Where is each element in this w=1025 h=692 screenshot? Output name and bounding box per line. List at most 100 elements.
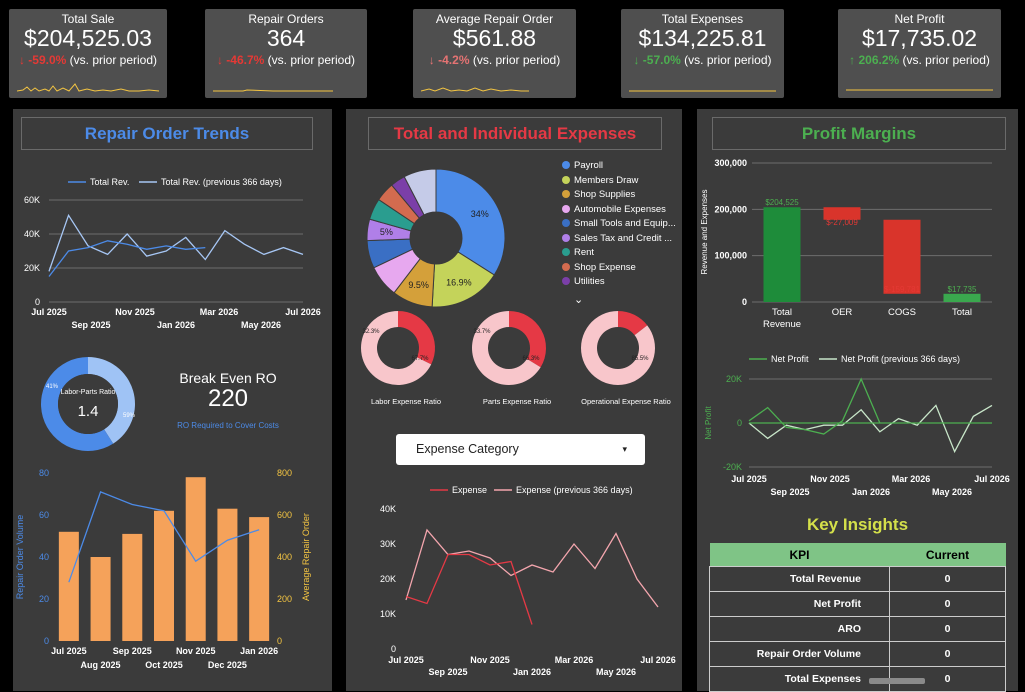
kpi-value: $561.88 bbox=[452, 25, 537, 51]
table-scrollbar[interactable] bbox=[869, 678, 925, 684]
table-header-row: KPI Current bbox=[709, 543, 1006, 567]
kpi-cell: ARO bbox=[709, 616, 890, 642]
slice-label: 59% bbox=[123, 413, 136, 419]
legend-previous-label: Total Rev. (previous 366 days) bbox=[161, 177, 282, 187]
legend-swatch bbox=[562, 161, 570, 169]
x-tick-label: COGS bbox=[888, 307, 916, 318]
kpi-change-value: -57.0% bbox=[642, 53, 681, 67]
sparkline-total-sale bbox=[17, 83, 159, 92]
x-tick-label: Oct 2025 bbox=[145, 660, 183, 670]
key-insights-title: Key Insights bbox=[806, 515, 909, 534]
legend-label: Sales Tax and Credit ... bbox=[574, 232, 673, 244]
legend-item: Automobile Expenses bbox=[562, 204, 666, 215]
x-tick-label: Jul 2025 bbox=[731, 474, 767, 484]
kpi-card-net-profit: Net Profit $17,735.02 ↑ 206.2% (vs. prio… bbox=[838, 9, 1001, 98]
kpi-card-average-repair-order: Average Repair Order $561.88 ↓ -4.2% (vs… bbox=[413, 9, 576, 98]
legend-current-label: Expense bbox=[452, 485, 487, 495]
x-tick-label: Total bbox=[772, 307, 792, 318]
y-left-tick-label: 20 bbox=[39, 594, 49, 604]
legend-swatch bbox=[562, 248, 570, 256]
panel-title: Total and Individual Expenses bbox=[368, 117, 662, 150]
y-left-tick-label: 80 bbox=[39, 468, 49, 478]
sparkline-total-expenses bbox=[629, 90, 776, 92]
y-left-tick-label: 40 bbox=[39, 552, 49, 562]
kpi-change: ↓ -4.2% (vs. prior period) bbox=[428, 53, 561, 67]
donut-hole bbox=[58, 374, 118, 434]
break-even-heading: Break Even RO bbox=[179, 370, 277, 386]
legend-item: Small Tools and Equip... bbox=[562, 218, 676, 229]
expense-category-dropdown[interactable]: Expense Category ▾ bbox=[396, 434, 645, 465]
y-right-axis-label: Average Repair Order bbox=[301, 513, 311, 601]
kpi-cell: Net Profit bbox=[709, 591, 890, 617]
legend-label: Shop Supplies bbox=[574, 189, 636, 200]
legend-swatch bbox=[562, 190, 570, 198]
slice-label: 5% bbox=[380, 227, 393, 237]
table-row: Repair Order Volume 0 bbox=[709, 641, 1006, 667]
y-left-tick-label: 60 bbox=[39, 510, 49, 520]
legend-swatch bbox=[562, 175, 570, 184]
x-tick-label: Sep 2025 bbox=[71, 320, 110, 330]
y-axis-label: Net Profit bbox=[704, 406, 713, 440]
current-cell: 0 bbox=[889, 566, 1006, 592]
legend-item: Payroll bbox=[562, 160, 603, 171]
break-even-value: 220 bbox=[207, 385, 249, 412]
series-line-current bbox=[405, 553, 533, 625]
kpi-change-value: -4.2% bbox=[438, 53, 470, 67]
profit-margins-chart: 300,000 200,000 100,000 0 Revenue and Expens… bbox=[700, 158, 992, 330]
ratio-label: 85.5% bbox=[631, 356, 649, 362]
kpi-change-suffix: (vs. prior period) bbox=[902, 53, 990, 67]
legend-label: Utilities bbox=[574, 276, 605, 287]
ratio-caption: Operational Expense Ratio bbox=[581, 397, 671, 406]
y-right-tick-label: 400 bbox=[277, 552, 292, 562]
bar bbox=[58, 531, 79, 641]
kpi-title: Total Expenses bbox=[661, 12, 744, 26]
kpi-change-value: 206.2% bbox=[858, 53, 900, 67]
x-tick-label: Jan 2026 bbox=[513, 667, 551, 677]
repair-order-trends-chart: Total Rev. Total Rev. (previous 366 days)… bbox=[24, 177, 321, 330]
ratio-label: 32.3% bbox=[362, 329, 380, 335]
legend-swatch bbox=[562, 277, 570, 285]
table-row: ARO 0 bbox=[709, 616, 1006, 642]
slice-label: 41% bbox=[46, 384, 59, 390]
column-header-kpi: KPI bbox=[709, 543, 890, 567]
sparkline-repair-orders bbox=[213, 89, 333, 92]
legend-item: Shop Supplies bbox=[562, 189, 635, 200]
x-tick-label: Jul 2026 bbox=[285, 307, 321, 317]
kpi-change-value: -59.0% bbox=[28, 53, 67, 67]
bar bbox=[883, 219, 921, 294]
panel-title: Profit Margins bbox=[712, 117, 1006, 150]
legend-item: Sales Tax and Credit ... bbox=[562, 233, 672, 244]
x-tick-label: Jan 2026 bbox=[852, 487, 890, 497]
bar bbox=[217, 508, 238, 641]
legend-current-label: Net Profit bbox=[771, 354, 809, 364]
x-tick-label: Jul 2025 bbox=[31, 307, 67, 317]
labor-parts-ratio-donut: 41% 59% bbox=[40, 357, 136, 451]
bar bbox=[122, 533, 143, 641]
legend-previous-label: Expense (previous 366 days) bbox=[516, 485, 633, 495]
ratio-slice bbox=[398, 311, 435, 365]
x-tick-label: Nov 2025 bbox=[470, 655, 510, 665]
y-tick-label: 40K bbox=[380, 504, 396, 514]
legend-label: Shop Expense bbox=[574, 261, 636, 273]
chevron-down-icon[interactable]: ⌄ bbox=[574, 294, 584, 306]
series-line-current bbox=[748, 377, 881, 435]
y-tick-label: 30K bbox=[380, 539, 396, 549]
panel-title: Repair Order Trends bbox=[21, 117, 313, 150]
net-profit-trend-chart: Net Profit Net Profit (previous 366 days)… bbox=[704, 354, 1010, 497]
kpi-change-value: -46.7% bbox=[226, 53, 265, 67]
kpi-change-suffix: (vs. prior period) bbox=[684, 53, 772, 67]
current-cell: 0 bbox=[889, 616, 1006, 642]
y-left-axis-label: Repair Order Volume bbox=[15, 515, 25, 600]
expense-breakdown-donut: 34% 16.9% 9.5% 5% bbox=[366, 168, 506, 308]
sparkline-aro bbox=[421, 87, 529, 92]
x-tick-label: Mar 2026 bbox=[555, 655, 594, 665]
y-tick-label: 0 bbox=[742, 297, 747, 307]
x-tick-label: Sep 2025 bbox=[770, 487, 809, 497]
x-tick-label: Mar 2026 bbox=[892, 474, 931, 484]
key-insights-table: KPI Current Total Revenue 0 Net Profit 0 A… bbox=[709, 543, 1006, 692]
pie-slice bbox=[435, 168, 506, 276]
data-label: $-27,009 bbox=[826, 218, 858, 227]
caret-down-icon: ▾ bbox=[622, 444, 627, 454]
sparkline-net-profit bbox=[846, 89, 993, 91]
legend-item: Members Draw bbox=[562, 175, 638, 186]
